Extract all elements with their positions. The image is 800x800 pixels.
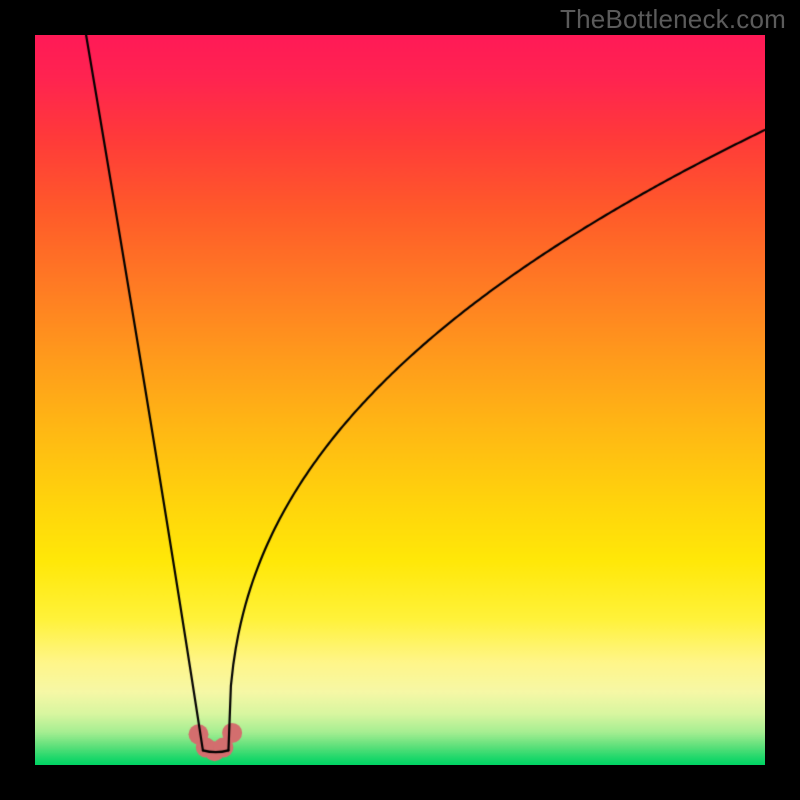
- stage: TheBottleneck.com: [0, 0, 800, 800]
- bottleneck-curve: [35, 35, 765, 765]
- watermark-text: TheBottleneck.com: [560, 4, 786, 35]
